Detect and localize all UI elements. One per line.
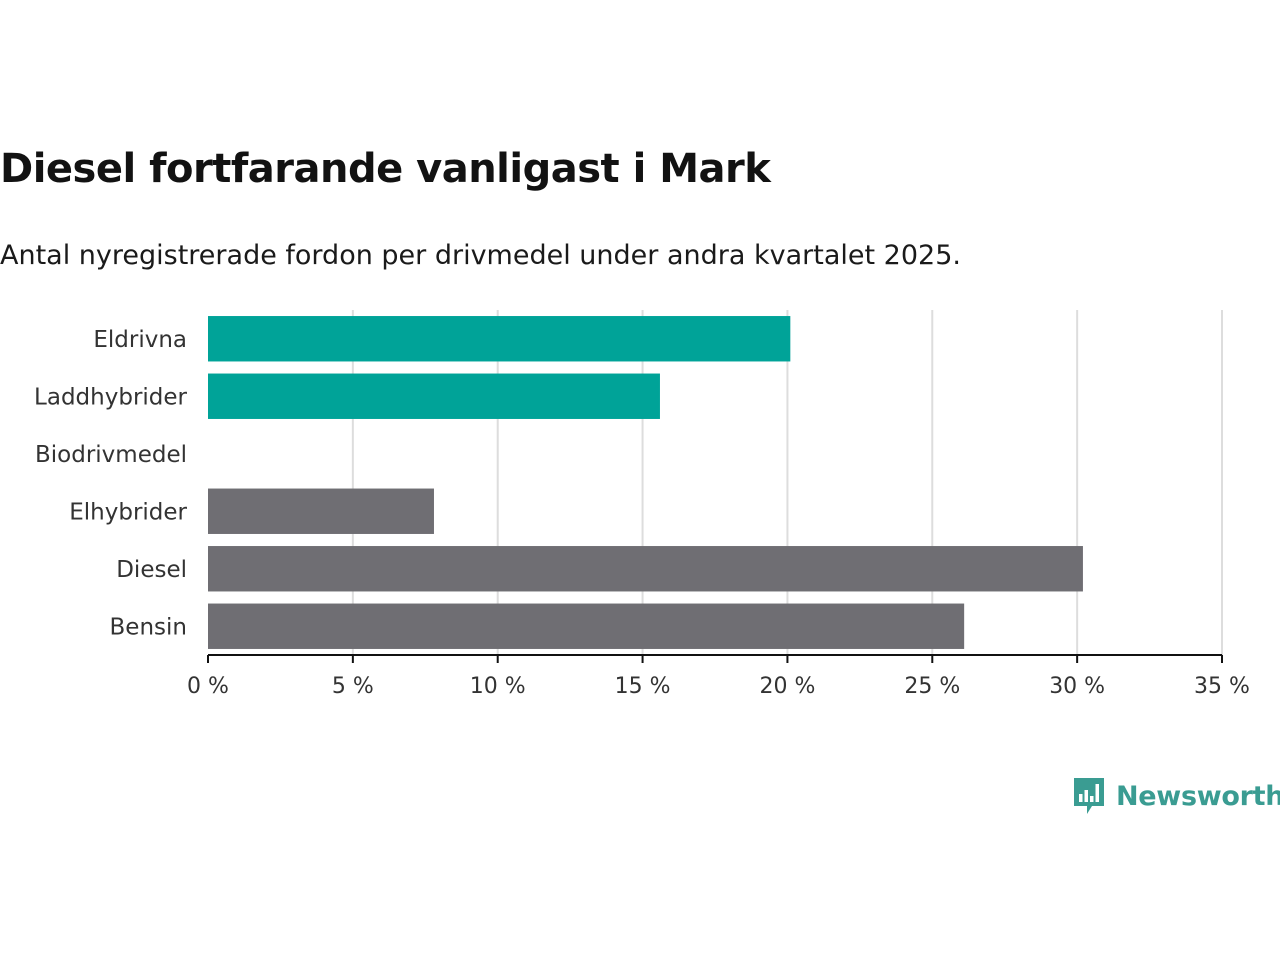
gridlines (351, 310, 1223, 655)
x-tick-label: 15 % (615, 674, 671, 699)
category-label: Laddhybrider (34, 384, 187, 410)
newsworthy-logo[interactable]: Newsworthy (1072, 776, 1280, 816)
x-tick-label: 20 % (759, 674, 815, 699)
bar-bensin[interactable] (208, 603, 965, 649)
category-label: Eldrivna (93, 327, 187, 353)
x-tick-label: 35 % (1194, 674, 1250, 699)
chart-subtitle: Antal nyregistrerade fordon per drivmede… (0, 240, 961, 271)
chart-title: Diesel fortfarande vanligast i Mark (0, 146, 771, 192)
x-tick-label: 25 % (904, 674, 960, 699)
x-tick-label: 30 % (1049, 674, 1105, 699)
x-tick-label: 5 % (332, 674, 374, 699)
category-label: Bensin (110, 614, 187, 640)
category-label: Diesel (116, 557, 187, 583)
category-labels: Eldrivna Laddhybrider Biodrivmedel Elhybrid… (34, 327, 187, 641)
bars (208, 316, 1083, 649)
brand-name: Newsworthy (1116, 780, 1280, 812)
x-tick-label: 0 % (187, 674, 229, 699)
bar-chart: Eldrivna Laddhybrider Biodrivmedel Elhybrid… (34, 310, 1250, 699)
x-tick-label: 10 % (470, 674, 526, 699)
x-axis: 0 % 5 % 10 % 15 % 20 % 25 % 30 % 35 % (187, 654, 1250, 699)
bar-eldrivna[interactable] (208, 316, 791, 362)
bar-laddhybrider[interactable] (208, 373, 660, 419)
category-label: Biodrivmedel (35, 442, 187, 468)
bar-elhybrider[interactable] (208, 488, 434, 534)
bar-diesel[interactable] (208, 546, 1083, 592)
category-label: Elhybrider (69, 499, 187, 525)
newsworthy-logo-icon (1074, 778, 1104, 814)
